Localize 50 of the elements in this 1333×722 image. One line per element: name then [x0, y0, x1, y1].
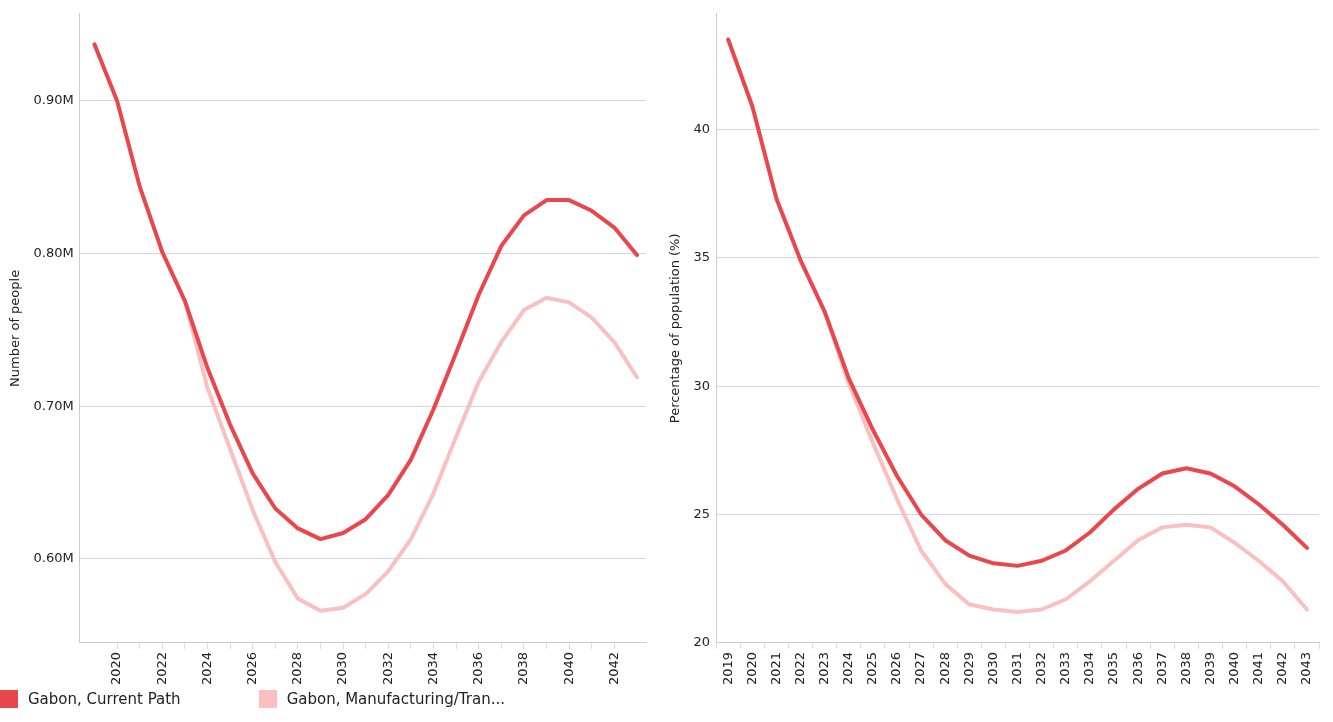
y-tick-label: 30: [693, 377, 711, 393]
x-tick-label: 2032: [1033, 651, 1049, 686]
x-tick-label: 2037: [1153, 651, 1169, 686]
x-tick-label: 2036: [470, 651, 486, 686]
x-tick-label: 2038: [1177, 651, 1193, 686]
x-tick-label: 2027: [912, 651, 928, 686]
x-tick-label: 2022: [153, 651, 169, 686]
x-tick-label: 2041: [1250, 651, 1266, 686]
x-tick-label: 2022: [791, 651, 807, 686]
y-tick-label: 0.70M: [33, 397, 74, 413]
x-tick-label: 2038: [515, 651, 531, 686]
y-axis-title: Number of people: [7, 269, 23, 387]
y-tick-label: 0.80M: [33, 244, 74, 260]
x-tick-label: 2020: [108, 651, 124, 686]
x-tick-label: 2039: [1201, 651, 1217, 686]
y-tick-label: 35: [693, 249, 711, 265]
legend-label: Gabon, Manufacturing/Tran...: [286, 690, 505, 708]
x-tick-label: 2021: [767, 651, 783, 686]
x-tick-label: 2034: [424, 651, 440, 686]
y-tick-label: 25: [693, 505, 711, 521]
x-tick-label: 2042: [605, 651, 621, 686]
x-tick-label: 2028: [289, 651, 305, 686]
legend-label: Gabon, Current Path: [28, 690, 181, 708]
y-tick-label: 20: [693, 634, 711, 650]
y-tick-label: 0.90M: [33, 92, 74, 108]
x-tick-label: 2035: [1105, 651, 1121, 686]
x-tick-label: 2029: [960, 651, 976, 686]
x-tick-label: 2023: [816, 651, 832, 686]
x-tick-label: 2040: [560, 651, 576, 686]
x-tick-label: 2031: [1008, 651, 1024, 686]
x-tick-label: 2025: [864, 651, 880, 686]
x-tick-label: 2019: [719, 651, 735, 686]
x-tick-label: 2028: [936, 651, 952, 686]
x-tick-label: 2036: [1129, 651, 1145, 686]
y-tick-label: 40: [693, 120, 711, 136]
x-tick-label: 2024: [198, 651, 214, 686]
x-tick-label: 2030: [984, 651, 1000, 686]
x-tick-label: 2034: [1081, 651, 1097, 686]
y-tick-label: 0.60M: [33, 550, 74, 566]
x-tick-label: 2032: [379, 651, 395, 686]
y-axis-title: Percentage of population (%): [667, 233, 683, 424]
x-tick-label: 2033: [1057, 651, 1073, 686]
x-tick-label: 2024: [840, 651, 856, 686]
x-tick-label: 2026: [888, 651, 904, 686]
x-tick-label: 2030: [334, 651, 350, 686]
x-tick-label: 2043: [1298, 651, 1314, 686]
x-tick-label: 2020: [743, 651, 759, 686]
x-tick-label: 2026: [244, 651, 260, 686]
x-tick-label: 2040: [1225, 651, 1241, 686]
x-tick-label: 2042: [1274, 651, 1290, 686]
